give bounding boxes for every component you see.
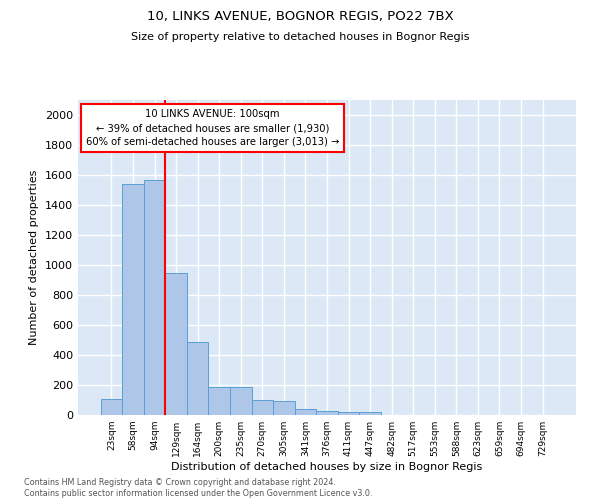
Bar: [101, 398, 122, 415]
Text: Contains HM Land Registry data © Crown copyright and database right 2024.
Contai: Contains HM Land Registry data © Crown c…: [24, 478, 373, 498]
Bar: [316, 411, 338, 415]
Bar: [187, 342, 208, 415]
Bar: [338, 412, 359, 415]
Bar: [122, 184, 144, 415]
Bar: [230, 387, 251, 415]
Bar: [295, 409, 316, 415]
Bar: [144, 180, 166, 415]
Bar: [166, 272, 187, 415]
Text: Size of property relative to detached houses in Bognor Regis: Size of property relative to detached ho…: [131, 32, 469, 42]
Bar: [359, 412, 381, 415]
X-axis label: Distribution of detached houses by size in Bognor Regis: Distribution of detached houses by size …: [172, 462, 482, 472]
Text: 10, LINKS AVENUE, BOGNOR REGIS, PO22 7BX: 10, LINKS AVENUE, BOGNOR REGIS, PO22 7BX: [146, 10, 454, 23]
Text: 10 LINKS AVENUE: 100sqm
← 39% of detached houses are smaller (1,930)
60% of semi: 10 LINKS AVENUE: 100sqm ← 39% of detache…: [86, 110, 339, 148]
Bar: [273, 401, 295, 415]
Y-axis label: Number of detached properties: Number of detached properties: [29, 170, 40, 345]
Bar: [251, 400, 273, 415]
Bar: [208, 387, 230, 415]
